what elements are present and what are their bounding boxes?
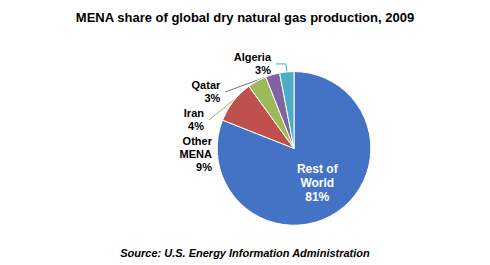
svg-text:9%: 9%: [196, 161, 212, 173]
svg-text:Algeria: Algeria: [234, 51, 272, 63]
svg-text:Rest of: Rest of: [297, 162, 339, 176]
svg-text:MENA share of global dry natur: MENA share of global dry natural gas pro…: [76, 10, 414, 25]
svg-text:Iran: Iran: [184, 107, 204, 119]
svg-text:4%: 4%: [188, 120, 204, 132]
svg-text:Source: U.S. Energy Informatio: Source: U.S. Energy Information Administ…: [120, 247, 370, 259]
svg-text:MENA: MENA: [180, 148, 212, 160]
svg-text:3%: 3%: [255, 64, 271, 76]
svg-text:81%: 81%: [305, 190, 329, 204]
svg-text:Other: Other: [183, 135, 213, 147]
svg-text:Qatar: Qatar: [192, 79, 221, 91]
svg-text:World: World: [300, 176, 334, 190]
svg-text:3%: 3%: [204, 92, 220, 104]
